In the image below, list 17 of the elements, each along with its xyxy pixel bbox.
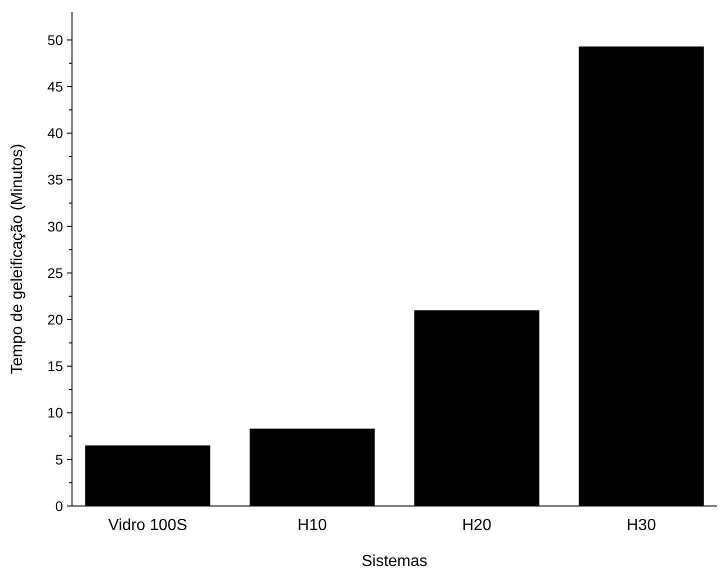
y-tick-label: 20 [47,311,64,328]
x-axis-title: Sistemas [362,553,428,570]
y-tick-label: 40 [47,125,64,142]
y-tick-label: 0 [55,498,64,514]
x-tick-label: Vidro 100S [108,517,188,534]
y-tick-label: 30 [47,218,64,234]
x-tick-label: H30 [626,517,656,534]
y-tick-label: 10 [47,404,64,421]
y-tick-label: 25 [47,264,64,281]
y-tick-label: 45 [47,78,64,94]
x-tick-label: H10 [298,517,328,534]
y-tick-label: 35 [47,172,64,188]
y-tick-label: 50 [47,32,64,48]
y-axis-title: Tempo de geleificação (Minutos) [9,144,26,374]
y-tick-label: 5 [55,451,64,468]
x-tick-label: H20 [462,517,492,534]
y-tick-label: 15 [47,358,64,374]
